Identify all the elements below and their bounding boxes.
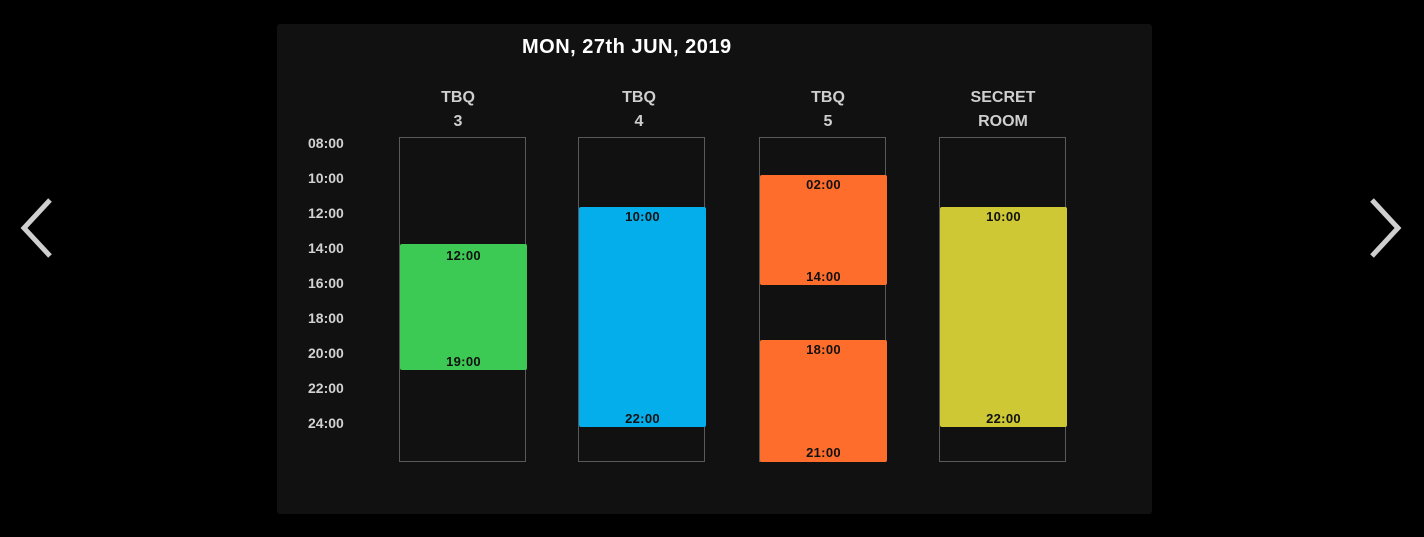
time-label: 24:00 [308, 415, 344, 431]
schedule-date-title: MON, 27th JUN, 2019 [522, 36, 732, 58]
booking-start-time: 02:00 [806, 177, 841, 192]
room-track-tbq-4[interactable]: 10:00 22:00 [578, 137, 706, 462]
booking-end-time: 22:00 [986, 411, 1021, 426]
room-name: SECRET [970, 89, 1036, 106]
prev-day-button[interactable] [16, 196, 56, 260]
time-label: 16:00 [308, 275, 344, 291]
room-header-secret-room: SECRET ROOM [938, 86, 1068, 134]
chevron-left-icon [20, 198, 52, 258]
room-header-tbq-3: TBQ 3 [393, 86, 523, 134]
room-name: TBQ [441, 89, 475, 106]
room-header-tbq-4: TBQ 4 [574, 86, 704, 134]
booking-end-time: 22:00 [625, 411, 660, 426]
booking-end-time: 19:00 [446, 354, 481, 369]
room-name: TBQ [811, 89, 845, 106]
time-label: 10:00 [308, 170, 344, 186]
room-number: ROOM [978, 113, 1028, 130]
booking-start-time: 18:00 [806, 342, 841, 357]
booking-block[interactable]: 10:00 22:00 [579, 207, 706, 427]
room-number: 5 [823, 113, 833, 130]
time-label: 18:00 [308, 310, 344, 326]
time-label: 14:00 [308, 240, 344, 256]
room-number: 4 [634, 113, 644, 130]
booking-block[interactable]: 18:00 21:00 [760, 340, 887, 462]
booking-end-time: 14:00 [806, 269, 841, 284]
room-header-tbq-5: TBQ 5 [763, 86, 893, 134]
booking-start-time: 10:00 [986, 209, 1021, 224]
room-track-secret-room[interactable]: 10:00 22:00 [939, 137, 1067, 462]
booking-end-time: 21:00 [806, 445, 841, 460]
room-track-tbq-3[interactable]: 12:00 19:00 [399, 137, 527, 462]
time-label: 22:00 [308, 380, 344, 396]
next-day-button[interactable] [1366, 196, 1406, 260]
chevron-right-icon [1370, 198, 1402, 258]
booking-block[interactable]: 02:00 14:00 [760, 175, 887, 285]
booking-block[interactable]: 10:00 22:00 [940, 207, 1067, 427]
room-name: TBQ [622, 89, 656, 106]
room-number: 3 [453, 113, 463, 130]
room-track-tbq-5[interactable]: 02:00 14:00 18:00 21:00 [759, 137, 887, 462]
time-label: 08:00 [308, 135, 344, 151]
booking-start-time: 10:00 [625, 209, 660, 224]
schedule-panel: MON, 27th JUN, 2019 TBQ 3 TBQ 4 TBQ 5 SE… [277, 24, 1152, 514]
time-label: 20:00 [308, 345, 344, 361]
time-label: 12:00 [308, 205, 344, 221]
booking-block[interactable]: 12:00 19:00 [400, 244, 527, 370]
booking-start-time: 12:00 [446, 248, 481, 263]
